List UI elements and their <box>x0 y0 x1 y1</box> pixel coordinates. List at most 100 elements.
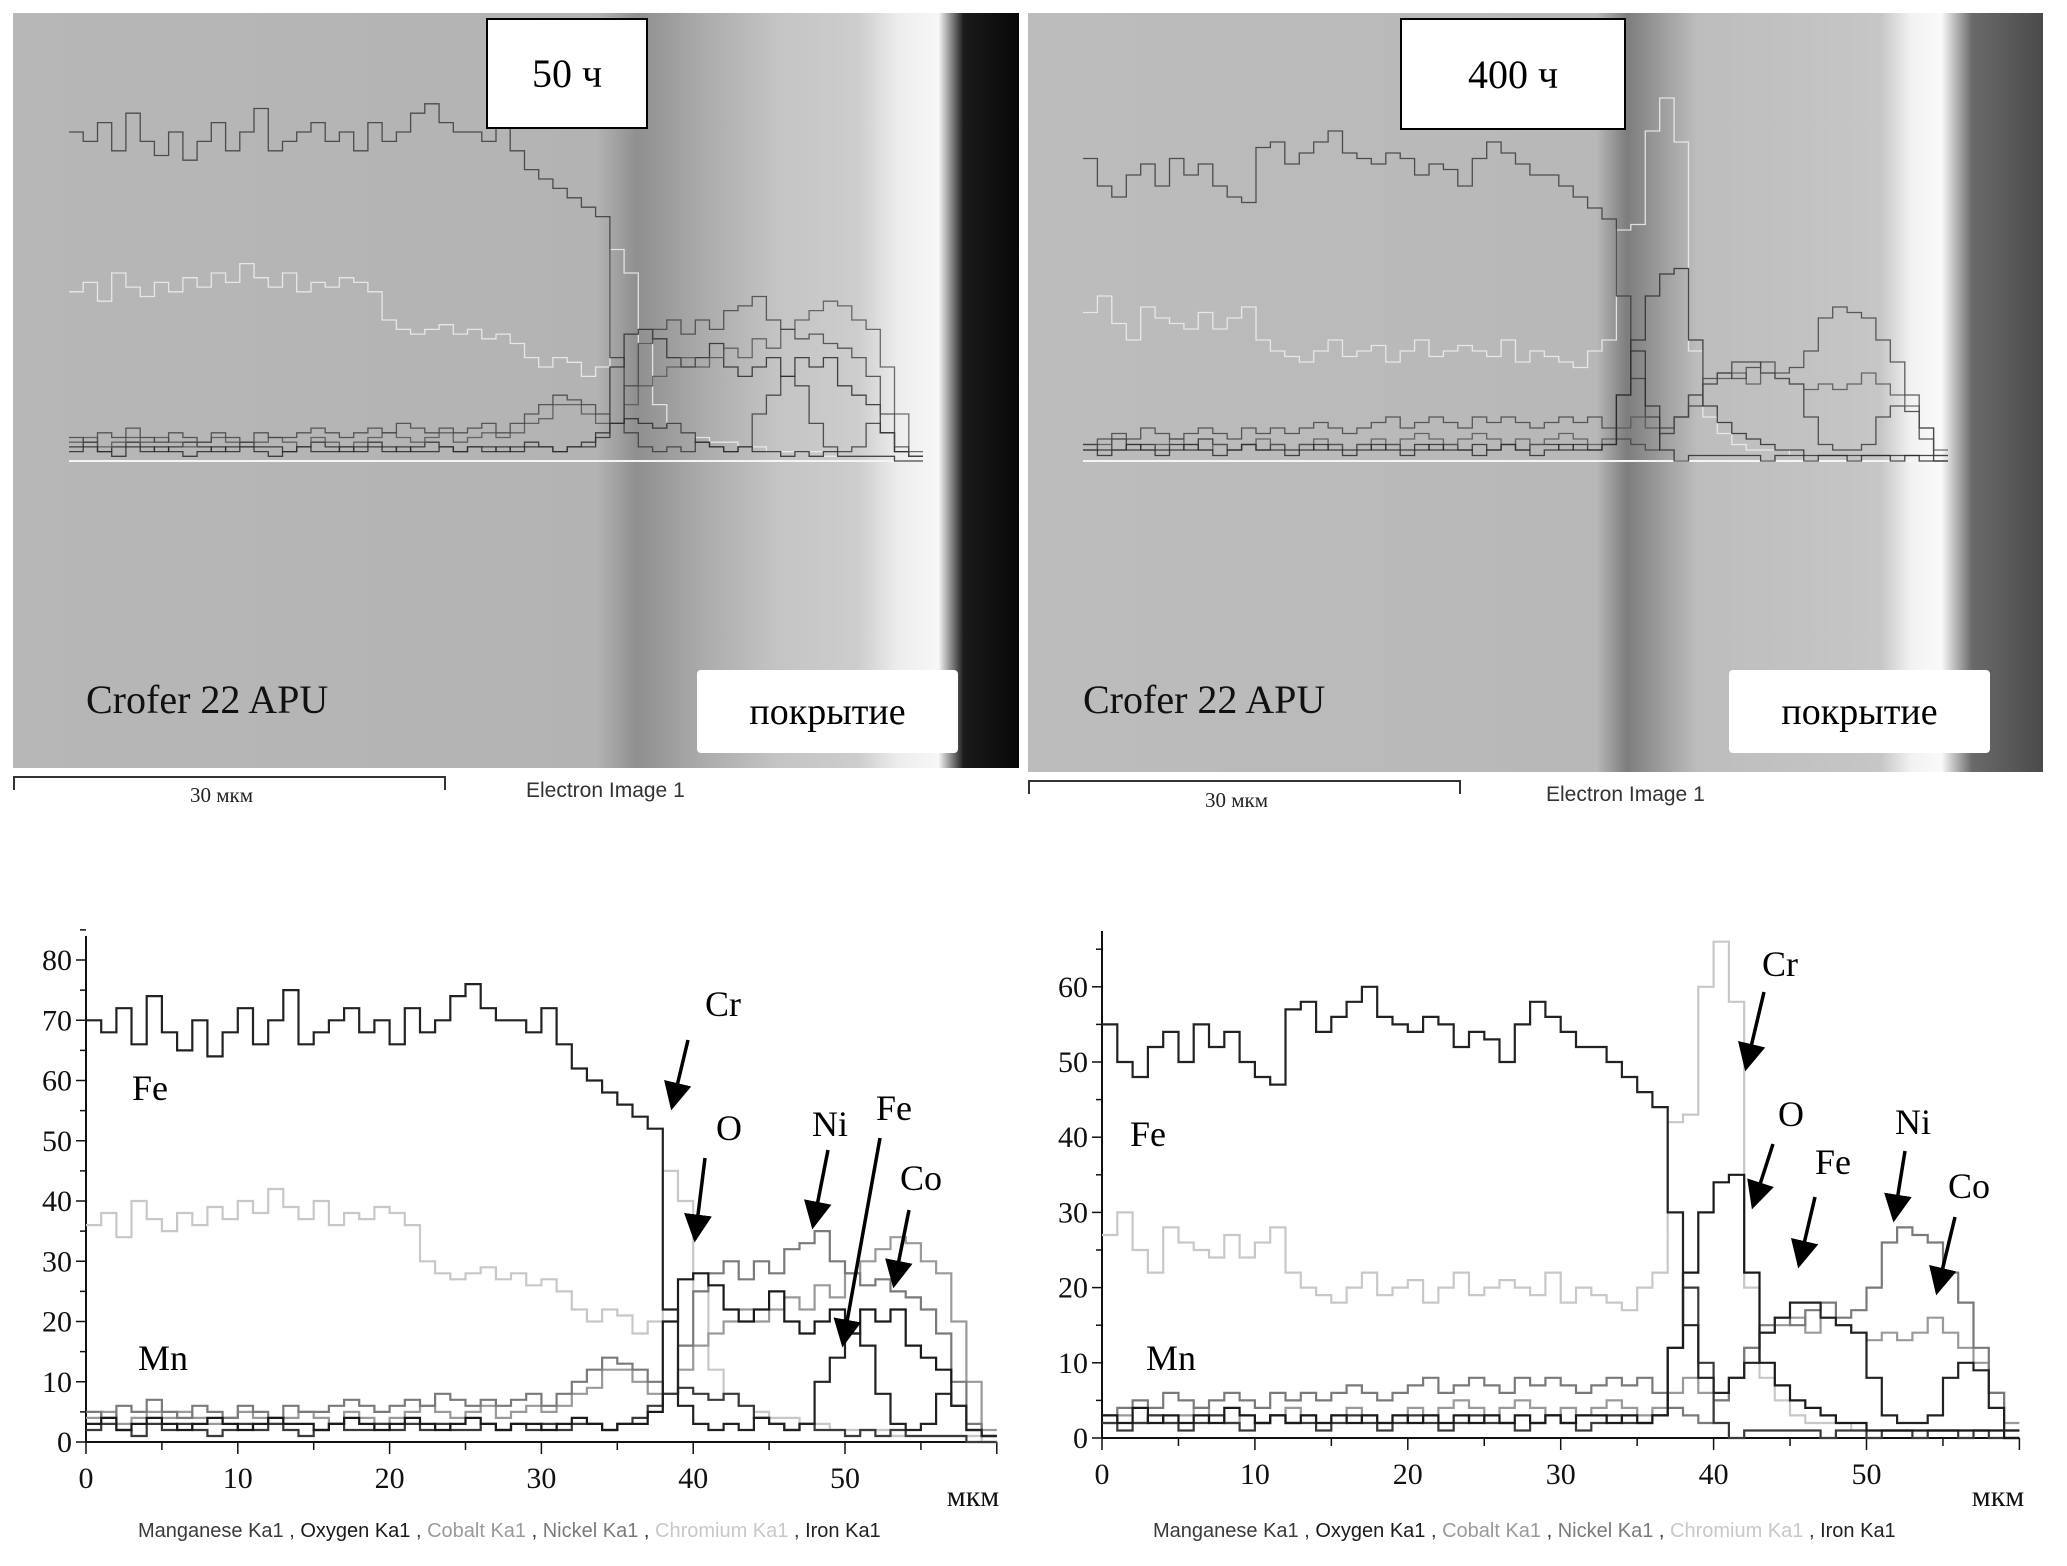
legend: Manganese Ka1 , Oxygen Ka1 , Cobalt Ka1 … <box>138 1520 881 1542</box>
y-tick-label: 80 <box>42 944 72 977</box>
element-annotation: Cr <box>1762 944 1798 984</box>
x-tick-label: 50 <box>830 1462 860 1495</box>
legend-entry: Chromium Ka1 <box>655 1520 788 1542</box>
x-tick-label: 40 <box>678 1462 708 1495</box>
y-tick-label: 0 <box>1073 1422 1088 1455</box>
line-scan-chart-400h: 0 10 20 30 40 50 60 0 10 20 30 40 50 мкм Fe Mn Cr O Fe Ni Co… <box>1058 931 2024 1542</box>
legend-entry: Iron Ka1 <box>1820 1520 1896 1542</box>
y-tick-label: 30 <box>42 1245 72 1278</box>
element-annotation: O <box>1778 1094 1804 1134</box>
coating-label: покрытие <box>1729 670 1990 753</box>
line-scan-chart-50h: 0 10 20 30 40 50 60 70 80 0 10 20 30 40 50 мкм Fe Mn Cr O Ni… <box>42 929 1000 1542</box>
element-annotation: Mn <box>138 1338 188 1378</box>
series-line-iron <box>86 983 997 1438</box>
x-tick-label: 10 <box>223 1462 253 1495</box>
annotation-arrow <box>804 1149 832 1230</box>
annotation-arrow <box>885 1209 913 1289</box>
element-annotation: Mn <box>1146 1338 1196 1378</box>
x-axis-label: мкм <box>1972 1480 2025 1513</box>
scale-label: 30 мкм <box>190 783 254 807</box>
y-tick-label: 40 <box>42 1185 72 1218</box>
element-annotation: O <box>716 1108 742 1148</box>
series-line-iron <box>1102 985 2020 1432</box>
x-tick-label: 30 <box>1546 1458 1576 1491</box>
image-caption: Electron Image 1 <box>1546 783 1705 806</box>
scale-label: 30 мкм <box>1205 788 1269 812</box>
time-label-box: 50 ч <box>486 18 648 129</box>
coating-label: покрытие <box>697 670 958 753</box>
time-label-box: 400 ч <box>1400 18 1626 130</box>
series-line-chromium <box>1102 940 2020 1440</box>
legend-entry: Manganese Ka1 <box>138 1520 284 1542</box>
y-tick-label: 10 <box>1058 1347 1088 1380</box>
x-axis-label: мкм <box>947 1480 1000 1513</box>
x-tick-label: 40 <box>1699 1458 1729 1491</box>
sem-trace <box>69 295 923 457</box>
annotation-arrow <box>1747 1143 1775 1210</box>
sem-image-400h <box>1028 13 2043 772</box>
element-annotation: Fe <box>1815 1142 1851 1182</box>
element-annotation: Cr <box>705 984 741 1024</box>
material-label: Crofer 22 APU <box>86 677 329 722</box>
legend-entry: Oxygen Ka1 <box>300 1520 410 1542</box>
y-tick-label: 30 <box>1058 1196 1088 1229</box>
y-tick-label: 60 <box>42 1065 72 1098</box>
annotation-arrow <box>1790 1196 1819 1269</box>
element-annotation: Co <box>1948 1166 1990 1206</box>
legend-entry: Oxygen Ka1 <box>1315 1520 1425 1542</box>
element-annotation: Fe <box>876 1088 912 1128</box>
x-tick-label: 10 <box>1240 1458 1270 1491</box>
sem-trace <box>1083 130 1948 457</box>
time-label: 50 ч <box>531 51 603 96</box>
y-tick-label: 20 <box>42 1306 72 1339</box>
series-line-chromium <box>86 1169 997 1444</box>
legend-entry: Iron Ka1 <box>805 1520 881 1542</box>
sem-trace <box>69 248 923 462</box>
series-line-nickel <box>1102 1226 2020 1432</box>
y-tick-label: 10 <box>42 1366 72 1399</box>
series-line-nickel <box>86 1230 997 1438</box>
sem-trace <box>1083 350 1948 462</box>
annotation-arrow <box>1884 1150 1912 1223</box>
annotation-arrow <box>1929 1216 1957 1296</box>
element-annotation: Fe <box>1130 1114 1166 1154</box>
legend-entry: Cobalt Ka1 <box>427 1520 526 1542</box>
sem-line-scan-overlay <box>69 103 923 462</box>
y-tick-label: 0 <box>57 1426 72 1459</box>
material-label: Crofer 22 APU <box>1083 677 1326 722</box>
legend-entry: Nickel Ka1 <box>1558 1520 1654 1542</box>
element-annotation: Co <box>900 1158 942 1198</box>
legend-entry: Chromium Ka1 <box>1670 1520 1803 1542</box>
annotation-arrow <box>664 1039 692 1111</box>
annotation-arrow <box>684 1157 712 1243</box>
sem-trace <box>69 418 923 462</box>
element-annotation: Ni <box>1895 1102 1931 1142</box>
y-tick-label: 20 <box>1058 1272 1088 1305</box>
legend-entry: Cobalt Ka1 <box>1442 1520 1541 1542</box>
x-tick-label: 20 <box>1393 1458 1423 1491</box>
legend: Manganese Ka1 , Oxygen Ka1 , Cobalt Ka1 … <box>1153 1520 1896 1542</box>
x-tick-label: 50 <box>1852 1458 1882 1491</box>
x-tick-label: 0 <box>79 1462 94 1495</box>
annotation-arrow <box>833 1137 882 1348</box>
annotation-arrow <box>1738 991 1766 1072</box>
y-tick-label: 60 <box>1058 971 1088 1004</box>
element-annotation: Ni <box>812 1104 848 1144</box>
x-tick-label: 30 <box>526 1462 556 1495</box>
y-tick-label: 40 <box>1058 1121 1088 1154</box>
element-annotation: Fe <box>132 1068 168 1108</box>
y-tick-label: 50 <box>1058 1046 1088 1079</box>
series-line-oxygen <box>1102 1173 2020 1440</box>
sem-trace <box>1083 306 1948 457</box>
x-tick-label: 0 <box>1095 1458 1110 1491</box>
scale-bar <box>13 776 446 790</box>
time-label: 400 ч <box>1467 51 1559 97</box>
legend-entry: Nickel Ka1 <box>543 1520 639 1542</box>
legend-entry: Manganese Ka1 <box>1153 1520 1299 1542</box>
series-line-manganese <box>86 1386 997 1444</box>
x-tick-label: 20 <box>375 1462 405 1495</box>
sem-line-scan-overlay <box>1083 97 1948 462</box>
image-caption: Electron Image 1 <box>526 779 685 802</box>
scale-bar <box>1028 780 1461 794</box>
